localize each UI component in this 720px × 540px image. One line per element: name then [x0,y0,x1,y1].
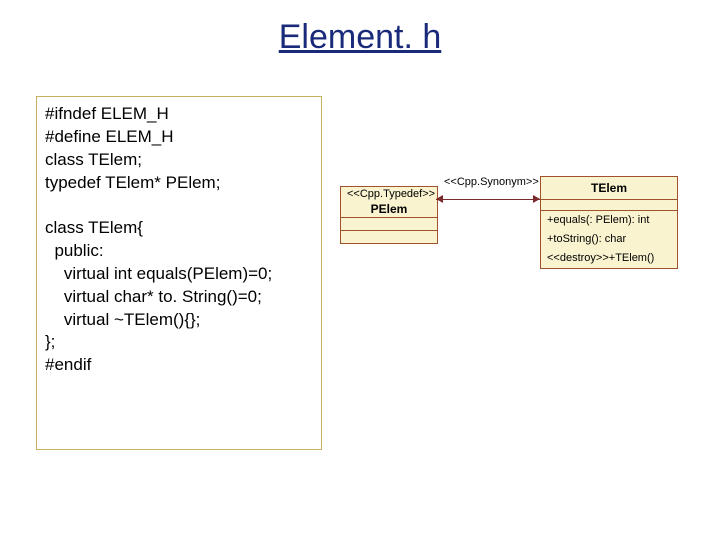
uml-class-pelem: <<Cpp.Typedef>>PElem [340,186,438,244]
page-title: Element. h [0,18,720,57]
code-line: class TElem; [45,149,313,172]
code-listing: #ifndef ELEM_H#define ELEM_Hclass TElem;… [36,96,322,450]
code-line: class TElem{ [45,217,313,240]
uml-operation: +equals(: PElem): int [541,211,677,230]
arrowhead-right-icon [533,195,540,203]
uml-operation: <<destroy>>+TElem() [541,249,677,268]
code-line: typedef TElem* PElem; [45,172,313,195]
code-line: #endif [45,354,313,377]
code-line: #define ELEM_H [45,126,313,149]
uml-class-telem: TElem +equals(: PElem): int+toString(): c… [540,176,678,269]
code-line: virtual ~TElem(){}; [45,309,313,332]
uml-class-name: TElem [541,177,677,199]
code-line: virtual int equals(PElem)=0; [45,263,313,286]
uml-association [436,199,540,200]
code-line: #ifndef ELEM_H [45,103,313,126]
uml-stereotype: <<Cpp.Typedef>> [341,187,437,200]
arrowhead-left-icon [436,195,443,203]
code-line: public: [45,240,313,263]
uml-operation: +toString(): char [541,230,677,249]
code-line: virtual char* to. String()=0; [45,286,313,309]
uml-association-label: <<Cpp.Synonym>> [444,176,539,188]
uml-class-name: PElem [341,200,437,218]
code-line: }; [45,331,313,354]
